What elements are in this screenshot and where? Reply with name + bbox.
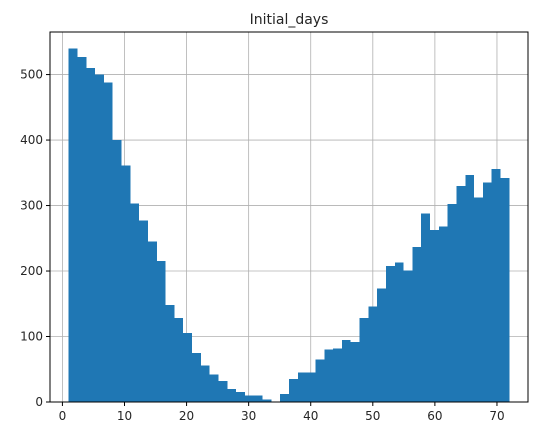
- histogram-bar: [412, 246, 422, 402]
- histogram-bar: [350, 341, 360, 402]
- x-tick-label: 50: [365, 409, 380, 423]
- histogram-bar: [324, 349, 334, 402]
- histogram-bar: [438, 226, 448, 402]
- histogram-bar: [315, 359, 325, 402]
- x-tick-label: 30: [241, 409, 256, 423]
- y-tick-label: 0: [35, 395, 43, 409]
- y-tick-label: 200: [20, 264, 43, 278]
- histogram-bar: [465, 174, 475, 402]
- x-tick-label: 20: [179, 409, 194, 423]
- y-tick-label: 100: [20, 330, 43, 344]
- histogram-bar: [200, 365, 210, 402]
- y-axis-ticks: 0 100 200 300 400 500: [20, 68, 50, 409]
- histogram-bar: [236, 392, 245, 402]
- histogram-bar: [394, 262, 404, 402]
- histogram-bar: [156, 261, 166, 402]
- histogram-bar: [262, 399, 272, 402]
- axes: [49, 31, 529, 403]
- histogram-bar: [95, 74, 104, 402]
- histogram-bar: [297, 372, 307, 402]
- histogram-bar: [77, 56, 87, 403]
- histogram-bar: [368, 306, 378, 402]
- histogram-bar: [333, 348, 342, 402]
- histogram-bar: [341, 339, 351, 402]
- x-tick-label: 10: [117, 409, 132, 423]
- histogram-bar: [165, 305, 175, 402]
- histogram-bars: [68, 48, 510, 403]
- histogram-bar: [430, 229, 439, 402]
- histogram-bar: [209, 374, 219, 402]
- histogram-bar: [174, 318, 184, 402]
- x-tick-label: 70: [489, 409, 504, 423]
- y-tick-label: 400: [20, 133, 43, 147]
- histogram-bar: [227, 388, 237, 402]
- histogram-bar: [500, 178, 510, 402]
- histogram-bar: [421, 213, 431, 402]
- histogram-bar: [86, 68, 96, 402]
- chart-title: Initial_days: [250, 12, 329, 28]
- histogram-bar: [147, 241, 157, 402]
- plot-frame: [49, 31, 529, 403]
- histogram-bar: [306, 372, 316, 402]
- histogram-bar: [359, 318, 369, 402]
- histogram-bar: [447, 204, 457, 402]
- histogram-bar: [385, 265, 395, 402]
- histogram-bar: [68, 48, 78, 403]
- histogram-bar: [280, 394, 289, 402]
- y-tick-label: 500: [20, 68, 43, 82]
- histogram-bar: [130, 203, 140, 402]
- histogram-bar: [103, 82, 113, 403]
- y-tick-label: 300: [20, 199, 43, 213]
- histogram-bar: [121, 165, 131, 402]
- histogram-bar: [139, 220, 148, 402]
- histogram-bar: [112, 140, 122, 402]
- histogram-bar: [289, 379, 298, 402]
- histogram-bar: [456, 185, 466, 402]
- histogram-bar: [482, 182, 492, 402]
- histogram-bar: [218, 381, 228, 402]
- histogram-bar: [244, 395, 254, 402]
- x-axis-ticks: 0 10 20 30 40 50 60 70: [59, 402, 505, 423]
- histogram-bar: [377, 288, 386, 402]
- histogram-bar: [183, 333, 193, 402]
- histogram-bar: [474, 197, 483, 402]
- histogram-bar: [192, 352, 201, 402]
- x-tick-label: 40: [303, 409, 318, 423]
- histogram-bar: [491, 168, 501, 402]
- histogram-bar: [253, 395, 263, 402]
- x-tick-label: 0: [59, 409, 67, 423]
- x-tick-label: 60: [427, 409, 442, 423]
- histogram-bar: [403, 270, 413, 402]
